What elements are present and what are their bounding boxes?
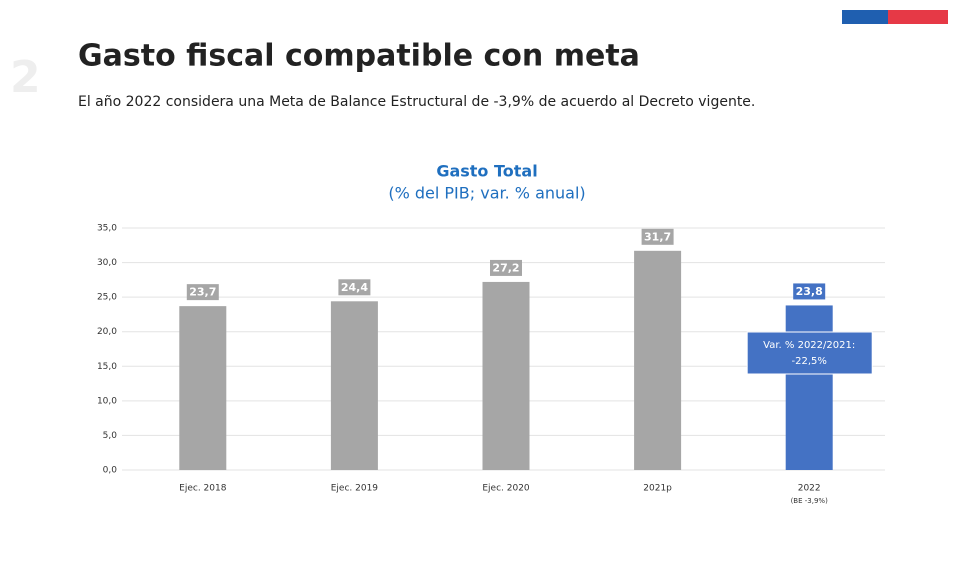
x-tick-label: Ejec. 2018 [179, 484, 227, 494]
value-label-bg [186, 284, 219, 301]
annotation-box [746, 331, 873, 375]
annotation: -22,5% [792, 356, 827, 367]
value-label-bg [490, 259, 522, 276]
flag-red [888, 10, 948, 24]
value-label: 23,8 [796, 285, 823, 298]
x-tick-label: Ejec. 2020 [482, 484, 530, 494]
y-tick-label: 30,0 [97, 258, 117, 268]
y-tick-label: 10,0 [97, 396, 117, 406]
flag-blue [842, 10, 888, 24]
y-tick-label: 35,0 [97, 224, 117, 234]
value-label: 24,4 [341, 281, 368, 294]
value-label-bg [338, 279, 371, 296]
y-tick-label: 15,0 [97, 362, 117, 372]
chart-title: Gasto Total [436, 162, 537, 181]
slide-title: Gasto fiscal compatible con meta [78, 39, 640, 74]
value-label: 27,2 [492, 261, 519, 274]
value-label: 31,7 [644, 230, 671, 243]
value-label-bg [793, 283, 826, 300]
value-label: 23,7 [189, 286, 216, 299]
value-label-bg [641, 228, 674, 245]
bar [634, 250, 682, 470]
bar [482, 281, 530, 470]
y-tick-label: 25,0 [97, 293, 117, 303]
y-tick-label: 0,0 [103, 466, 118, 476]
slide-subtitle: El año 2022 considera una Meta de Balanc… [78, 94, 755, 110]
bar [330, 301, 378, 470]
bar [179, 306, 227, 470]
watermark: 2 [10, 52, 41, 103]
bar [785, 305, 833, 470]
x-tick-label: 2022 [798, 484, 821, 494]
x-tick-label: 2021p [643, 484, 672, 494]
x-tick-label: Ejec. 2019 [331, 484, 379, 494]
chart-subtitle: (% del PIB; var. % anual) [388, 184, 585, 203]
y-tick-label: 20,0 [97, 327, 117, 337]
x-tick-note: (BE -3,9%) [791, 497, 828, 505]
y-tick-label: 5,0 [103, 431, 118, 441]
annotation: Var. % 2022/2021: [763, 340, 855, 351]
